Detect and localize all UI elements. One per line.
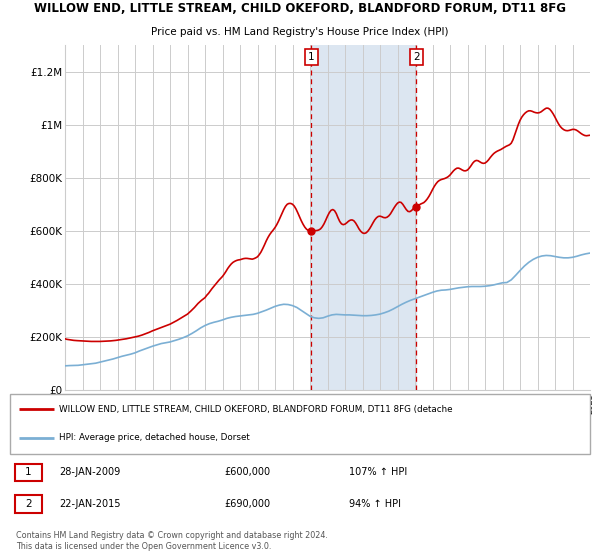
Text: 2: 2 bbox=[25, 499, 32, 509]
Text: 94% ↑ HPI: 94% ↑ HPI bbox=[349, 499, 401, 509]
Text: 22-JAN-2015: 22-JAN-2015 bbox=[59, 499, 121, 509]
FancyBboxPatch shape bbox=[10, 394, 590, 454]
Text: 2: 2 bbox=[413, 52, 419, 62]
Bar bbox=[311, 45, 416, 390]
FancyBboxPatch shape bbox=[14, 464, 43, 481]
Text: WILLOW END, LITTLE STREAM, CHILD OKEFORD, BLANDFORD FORUM, DT11 8FG: WILLOW END, LITTLE STREAM, CHILD OKEFORD… bbox=[34, 2, 566, 15]
Text: Contains HM Land Registry data © Crown copyright and database right 2024.
This d: Contains HM Land Registry data © Crown c… bbox=[16, 531, 328, 551]
Text: 28-JAN-2009: 28-JAN-2009 bbox=[59, 468, 121, 477]
Text: 1: 1 bbox=[308, 52, 314, 62]
FancyBboxPatch shape bbox=[14, 496, 43, 513]
Text: £690,000: £690,000 bbox=[224, 499, 271, 509]
Text: £600,000: £600,000 bbox=[224, 468, 271, 477]
Text: 107% ↑ HPI: 107% ↑ HPI bbox=[349, 468, 407, 477]
Text: WILLOW END, LITTLE STREAM, CHILD OKEFORD, BLANDFORD FORUM, DT11 8FG (detache: WILLOW END, LITTLE STREAM, CHILD OKEFORD… bbox=[59, 405, 453, 414]
Text: 1: 1 bbox=[25, 468, 32, 477]
Text: HPI: Average price, detached house, Dorset: HPI: Average price, detached house, Dors… bbox=[59, 433, 250, 442]
Text: Price paid vs. HM Land Registry's House Price Index (HPI): Price paid vs. HM Land Registry's House … bbox=[151, 27, 449, 38]
